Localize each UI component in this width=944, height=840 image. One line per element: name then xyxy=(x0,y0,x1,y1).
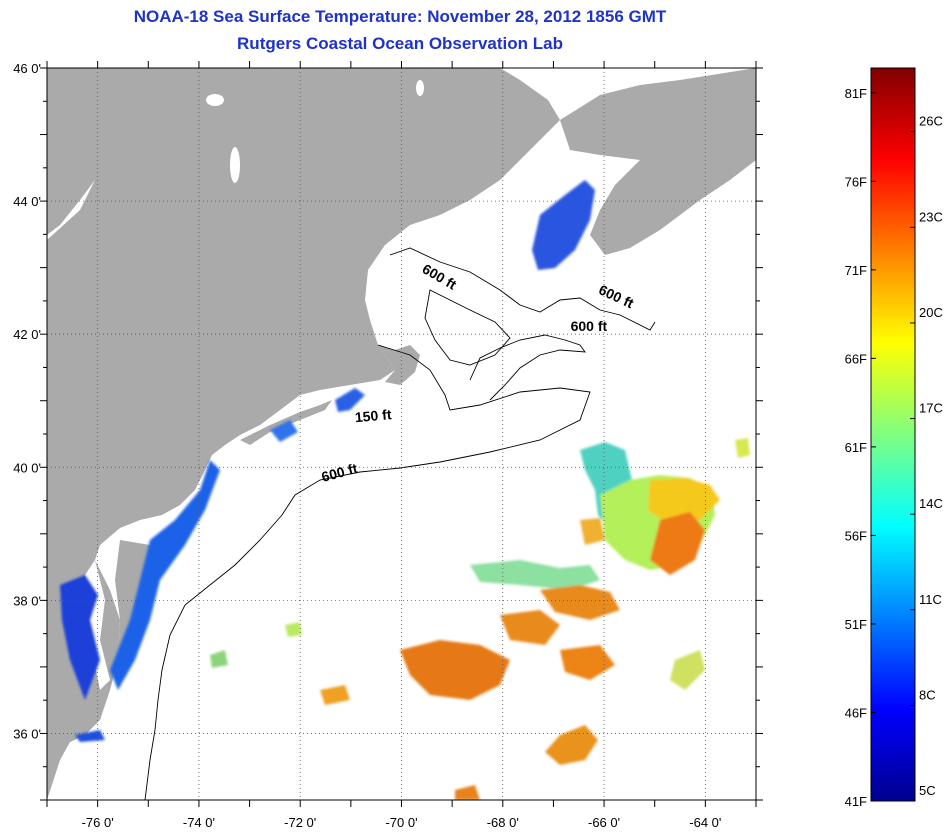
x-tick-label: -68 0' xyxy=(487,815,519,830)
sst-patch xyxy=(532,180,595,270)
colorbar-c-label: 20C xyxy=(919,305,943,320)
colorbar-f-label: 76F xyxy=(845,174,867,189)
isobath-georges-bank xyxy=(469,334,586,401)
x-tick-label: -76 0' xyxy=(82,815,114,830)
sst-patch xyxy=(110,460,220,690)
y-tick-label: 38 0' xyxy=(13,593,41,608)
sst-patch xyxy=(455,785,480,800)
colorbar-c-label: 14C xyxy=(919,496,943,511)
sst-patch xyxy=(320,685,350,705)
sst-patch xyxy=(580,518,605,545)
sst-patch xyxy=(335,388,365,412)
colorbar-c-label: 17C xyxy=(919,401,943,416)
lake xyxy=(206,94,224,106)
lake xyxy=(416,80,424,96)
sst-patch xyxy=(648,478,720,525)
y-tick-label: 40 0' xyxy=(13,460,41,475)
sst-patch xyxy=(545,725,598,765)
sst-patch xyxy=(650,512,705,575)
y-tick-label: 42 0' xyxy=(13,327,41,342)
colorbar-f-label: 66F xyxy=(845,351,867,366)
sst-patch xyxy=(735,438,750,458)
x-tick-label: -66 0' xyxy=(588,815,620,830)
isobath-contours xyxy=(144,247,656,800)
isobath-label: 150 ft xyxy=(354,406,392,425)
sst-patch xyxy=(500,610,560,645)
x-tick-label: -70 0' xyxy=(385,815,417,830)
isobath-gulf-of-maine xyxy=(389,247,656,331)
y-tick-label: 44 0' xyxy=(13,194,41,209)
colorbar-f-label: 51F xyxy=(845,617,867,632)
y-tick-label: 46 0' xyxy=(13,61,41,76)
land-us-northeast xyxy=(47,68,560,800)
isobath-label: 600 ft xyxy=(571,318,608,334)
colorbar-f-label: 46F xyxy=(845,705,867,720)
map-axes: -76 0' -74 0' -72 0' -70 0' -68 0' -66 0' -64 … xyxy=(13,61,763,830)
colorbar-f-label: 71F xyxy=(845,263,867,278)
isobath-inner xyxy=(424,289,511,366)
colorbar-c-label: 8C xyxy=(919,687,936,702)
colorbar-c-label: 11C xyxy=(919,592,942,607)
sst-patch xyxy=(470,560,600,590)
map-title: NOAA-18 Sea Surface Temperature: Novembe… xyxy=(133,7,667,26)
x-tick-label: -72 0' xyxy=(284,815,316,830)
sst-patch xyxy=(285,622,302,637)
sst-patch xyxy=(270,420,298,442)
isobath-600ft xyxy=(144,514,283,800)
x-tick-label: -64 0' xyxy=(689,815,721,830)
colorbar-f-label: 81F xyxy=(845,86,867,101)
sst-patch xyxy=(210,650,228,668)
x-tick-label: -74 0' xyxy=(183,815,215,830)
sst-data-layer xyxy=(60,180,750,800)
sst-patch xyxy=(60,575,100,700)
lake xyxy=(47,180,95,240)
colorbar-c-label: 26C xyxy=(919,114,943,129)
lake xyxy=(230,147,240,183)
sst-patch xyxy=(540,585,620,620)
colorbar xyxy=(870,67,916,802)
colorbar-c-label: 23C xyxy=(919,209,943,224)
colorbar-c-label: 5C xyxy=(919,783,936,798)
colorbar-f-label: 41F xyxy=(845,794,867,809)
isobath-150ft xyxy=(281,344,591,516)
colorbar-f-label: 56F xyxy=(845,528,867,543)
sst-patch xyxy=(400,640,510,700)
map-subtitle: Rutgers Coastal Ocean Observation Lab xyxy=(237,34,563,53)
sst-patch xyxy=(670,650,705,690)
land-nova-scotia xyxy=(560,68,756,255)
colorbar-ticks: 41F 46F 51F 56F 61F 66F 71F 76F 81F 5C 8C 11C 14C 17C… xyxy=(845,86,943,809)
colorbar-f-label: 61F xyxy=(845,440,867,455)
y-tick-label: 36 0' xyxy=(13,726,41,741)
sst-patch xyxy=(560,645,615,680)
